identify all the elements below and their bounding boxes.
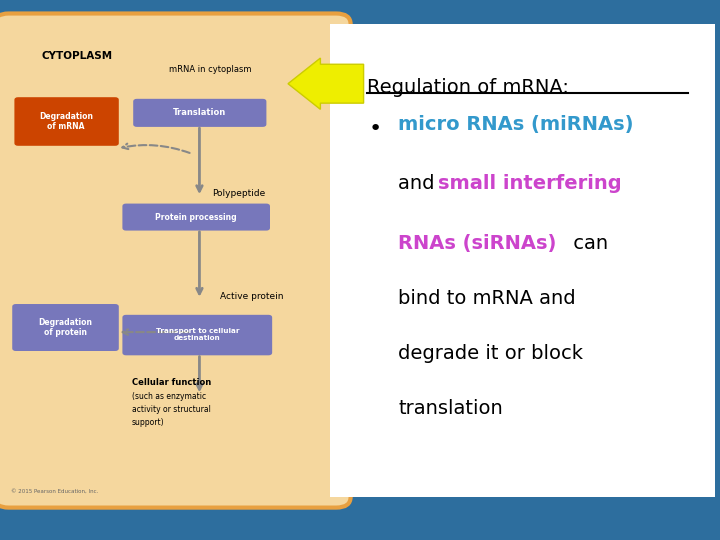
FancyBboxPatch shape	[14, 97, 119, 146]
FancyBboxPatch shape	[0, 14, 351, 508]
FancyBboxPatch shape	[12, 304, 119, 351]
Text: and: and	[398, 174, 441, 193]
Text: (such as enzymatic: (such as enzymatic	[132, 392, 206, 401]
Text: Cellular function: Cellular function	[132, 378, 211, 387]
Text: degrade it or block: degrade it or block	[398, 344, 583, 363]
Text: Transport to cellular
destination: Transport to cellular destination	[156, 328, 239, 341]
Text: micro RNAs (miRNAs): micro RNAs (miRNAs)	[398, 115, 634, 134]
Text: Degradation
of mRNA: Degradation of mRNA	[39, 112, 94, 131]
Text: RNAs (siRNAs): RNAs (siRNAs)	[398, 234, 557, 253]
Text: Protein processing: Protein processing	[155, 213, 237, 221]
Text: Degradation
of protein: Degradation of protein	[39, 318, 92, 337]
FancyArrow shape	[288, 58, 364, 109]
Text: Translation: Translation	[173, 109, 226, 117]
FancyBboxPatch shape	[330, 24, 715, 497]
Text: can: can	[567, 234, 608, 253]
Text: mRNA in cytoplasm: mRNA in cytoplasm	[169, 65, 252, 74]
Text: Regulation of mRNA:: Regulation of mRNA:	[367, 78, 569, 97]
Text: support): support)	[132, 418, 164, 427]
Text: © 2015 Pearson Education, Inc.: © 2015 Pearson Education, Inc.	[11, 489, 98, 494]
Text: small interfering: small interfering	[438, 174, 621, 193]
Text: Active protein: Active protein	[220, 292, 283, 301]
FancyBboxPatch shape	[122, 204, 270, 231]
Text: bind to mRNA and: bind to mRNA and	[398, 289, 576, 308]
Text: translation: translation	[398, 399, 503, 418]
Text: activity or structural: activity or structural	[132, 405, 211, 414]
Text: Polypeptide: Polypeptide	[212, 189, 266, 198]
Text: CYTOPLASM: CYTOPLASM	[42, 51, 113, 61]
FancyBboxPatch shape	[122, 315, 272, 355]
Text: •: •	[369, 119, 382, 139]
FancyBboxPatch shape	[133, 99, 266, 127]
